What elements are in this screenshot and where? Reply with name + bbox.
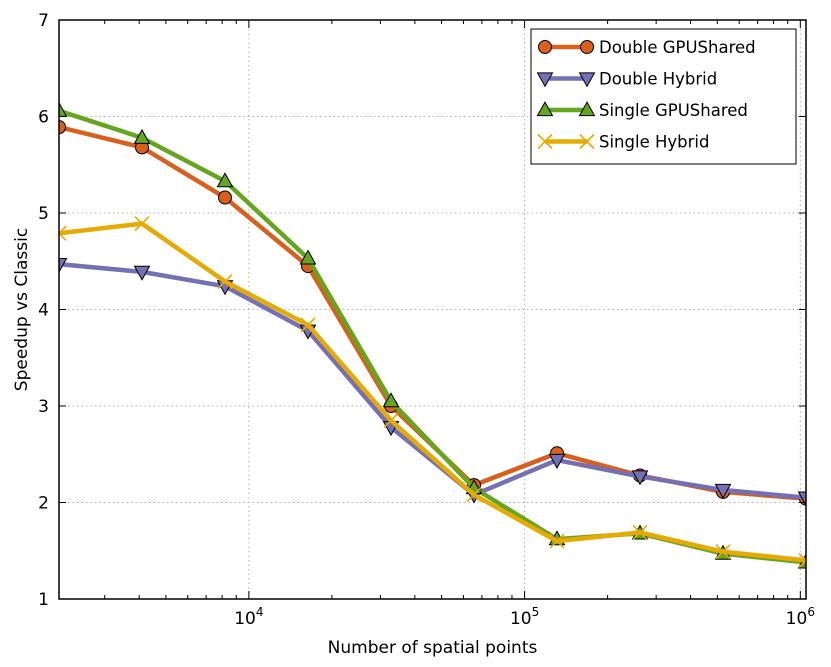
legend-marker-right	[580, 40, 594, 54]
x-tick-label: 104	[234, 605, 263, 629]
y-tick-label: 4	[38, 301, 49, 321]
legend-marker-left	[538, 40, 552, 54]
y-tick-label: 6	[38, 108, 49, 128]
data-point-2-2	[216, 172, 234, 188]
legend-marker-right	[578, 101, 596, 117]
legend-entry-2: Single GPUShared	[536, 101, 748, 120]
data-point-3-7	[632, 524, 648, 540]
series-1	[59, 258, 806, 507]
data-point-0-2	[218, 190, 232, 205]
legend-label: Single Hybrid	[599, 133, 709, 152]
data-point-1-8	[714, 483, 732, 499]
series-2	[59, 101, 806, 569]
y-tick-label: 2	[38, 494, 49, 514]
data-point-3-8	[715, 544, 731, 560]
y-tick-label: 3	[38, 397, 49, 417]
legend-marker-right	[578, 72, 596, 88]
data-point-3-2	[217, 273, 233, 290]
data-point-3-1	[134, 216, 150, 232]
x-tick-label: 106	[786, 605, 815, 629]
legend-label: Single GPUShared	[599, 101, 748, 120]
series-line-3	[59, 221, 806, 563]
x-axis-label: Number of spatial points	[328, 638, 538, 658]
data-point-3-6	[549, 533, 565, 549]
legend: Double GPUShared Double Hybrid Single GPUS…	[530, 28, 797, 165]
legend-marker-left	[537, 133, 553, 150]
data-point-3-4	[383, 412, 399, 429]
data-point-2-4	[382, 392, 400, 408]
legend-marker-left	[536, 72, 554, 88]
legend-marker-right	[579, 133, 595, 150]
axis-ticks: 1 2 3 4 5 6 7 104 105 106	[38, 11, 815, 629]
data-point-1-6	[548, 453, 566, 469]
data-point-2-1	[133, 128, 151, 144]
legend-label: Double GPUShared	[599, 38, 756, 57]
legend-entry-3: Single Hybrid	[537, 133, 709, 152]
data-point-3-0	[59, 225, 67, 241]
data-point-2-0	[59, 101, 68, 117]
data-point-1-0	[59, 258, 68, 274]
data-point-3-9	[798, 552, 806, 568]
legend-label: Double Hybrid	[599, 70, 717, 89]
series-line-2	[59, 108, 806, 565]
data-point-1-1	[133, 265, 151, 281]
data-point-1-7	[631, 470, 649, 486]
series-line-1	[59, 261, 806, 500]
series-3	[59, 216, 806, 568]
y-tick-label: 5	[38, 204, 49, 224]
y-axis-label: Speedup vs Classic	[12, 228, 32, 391]
data-point-0-0	[59, 120, 66, 135]
legend-entry-1: Double Hybrid	[536, 70, 717, 89]
legend-marker-left	[536, 101, 554, 117]
y-tick-label: 1	[38, 590, 49, 610]
x-tick-label: 105	[510, 605, 539, 629]
data-point-2-3	[299, 249, 317, 265]
series-layer	[59, 101, 806, 569]
data-point-3-3	[300, 317, 316, 333]
data-point-3-5	[466, 487, 482, 503]
y-tick-label: 7	[38, 11, 49, 31]
legend-entry-0: Double GPUShared	[538, 38, 756, 57]
